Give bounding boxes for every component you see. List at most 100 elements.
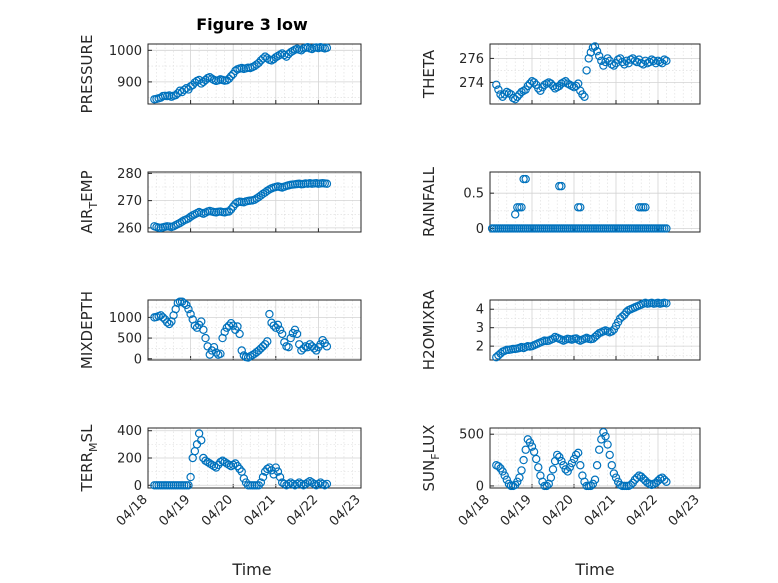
data-point: [182, 300, 191, 310]
x-axis-label-left: Time: [231, 560, 271, 579]
data-point: [618, 312, 627, 321]
data-point: [186, 309, 195, 319]
data-point: [515, 473, 524, 482]
data-point: [254, 58, 263, 68]
data-point: [218, 456, 227, 465]
data-point: [224, 74, 234, 83]
data-point: [576, 461, 585, 470]
data-point: [494, 462, 503, 471]
y-tick-label: 200: [117, 452, 142, 467]
y-axis-label: TERRMSL: [78, 424, 100, 493]
data-point: [203, 457, 212, 467]
data-point: [557, 181, 566, 191]
data-point: [571, 334, 581, 343]
data-point: [586, 481, 596, 491]
data-point: [277, 329, 287, 339]
data-point: [601, 432, 610, 441]
data-point: [571, 81, 581, 91]
data-point: [216, 349, 225, 358]
data-point: [517, 203, 526, 212]
data-point: [582, 66, 591, 75]
subplot-1: 900 1000 PRESSURE: [78, 35, 362, 114]
data-point: [525, 79, 535, 88]
data-point: [282, 52, 291, 61]
data-point: [607, 327, 617, 336]
data-point: [224, 460, 234, 470]
data-point: [205, 72, 214, 82]
data-point: [263, 186, 272, 196]
data-point: [309, 479, 319, 489]
y-tick-label: 2: [476, 340, 484, 355]
data-point: [286, 478, 295, 487]
data-point: [519, 455, 528, 465]
data-point: [290, 325, 300, 334]
data-point: [277, 478, 287, 487]
data-point: [239, 351, 249, 360]
data-point: [588, 479, 598, 489]
data-point: [205, 459, 214, 468]
y-tick-label: 900: [117, 75, 142, 90]
data-point: [182, 84, 191, 93]
subplot-3: 260 270 280 AIRTEMP: [78, 167, 362, 236]
axes-background: [489, 171, 701, 233]
data-point: [216, 457, 225, 467]
data-point: [275, 472, 285, 482]
data-point: [651, 59, 661, 68]
x-tick-label: 04/23: [327, 492, 364, 529]
data-point: [563, 467, 572, 476]
data-point: [322, 342, 332, 351]
data-point: [265, 309, 274, 319]
data-point: [592, 330, 602, 340]
data-point: [322, 479, 332, 489]
subplot-5: 0 500 1000 MIXDEPTH: [78, 291, 362, 369]
data-point: [190, 78, 200, 87]
data-point: [224, 207, 234, 216]
y-axis-label: MIXDEPTH: [78, 291, 96, 369]
data-point: [184, 304, 193, 314]
data-point: [297, 46, 306, 55]
subplot-4: 0 0.5 RAINFALL: [420, 166, 701, 237]
data-point: [517, 466, 526, 475]
data-point: [162, 318, 172, 327]
data-point: [201, 333, 210, 343]
y-tick-label: 500: [117, 332, 142, 347]
data-point: [165, 319, 174, 329]
data-point: [500, 90, 509, 99]
data-point: [299, 344, 308, 353]
data-point: [525, 438, 535, 447]
data-point: [226, 461, 236, 471]
data-point: [273, 51, 283, 61]
data-point: [297, 479, 306, 489]
x-tick-label: 04/20: [540, 492, 577, 529]
y-axis-label: PRESSURE: [78, 35, 96, 114]
data-point: [316, 478, 325, 487]
data-point: [498, 92, 507, 102]
data-point: [590, 42, 600, 51]
x-tick-label: 04/18: [456, 492, 493, 529]
data-point: [248, 350, 257, 360]
y-tick-label: 0: [134, 479, 142, 494]
data-point: [314, 479, 323, 489]
axes-background: [147, 43, 362, 105]
data-point: [267, 466, 276, 475]
x-tick-label: 04/21: [582, 492, 619, 529]
data-point: [641, 56, 650, 66]
y-tick-label: 4: [476, 303, 484, 318]
data-point: [618, 57, 627, 67]
data-point: [199, 325, 208, 334]
data-point: [622, 307, 631, 317]
data-point: [228, 460, 238, 470]
data-point: [513, 92, 522, 102]
data-point: [201, 456, 210, 465]
x-axis-label-right: Time: [574, 560, 614, 579]
axes-frame: [147, 299, 362, 361]
data-point: [171, 90, 180, 100]
data-point: [603, 440, 612, 449]
data-point: [269, 321, 278, 330]
data-point: [197, 436, 206, 445]
data-point: [590, 475, 600, 484]
data-point: [184, 481, 193, 490]
axes-background: [147, 299, 362, 361]
data-point: [180, 85, 189, 94]
data-point: [561, 465, 570, 474]
